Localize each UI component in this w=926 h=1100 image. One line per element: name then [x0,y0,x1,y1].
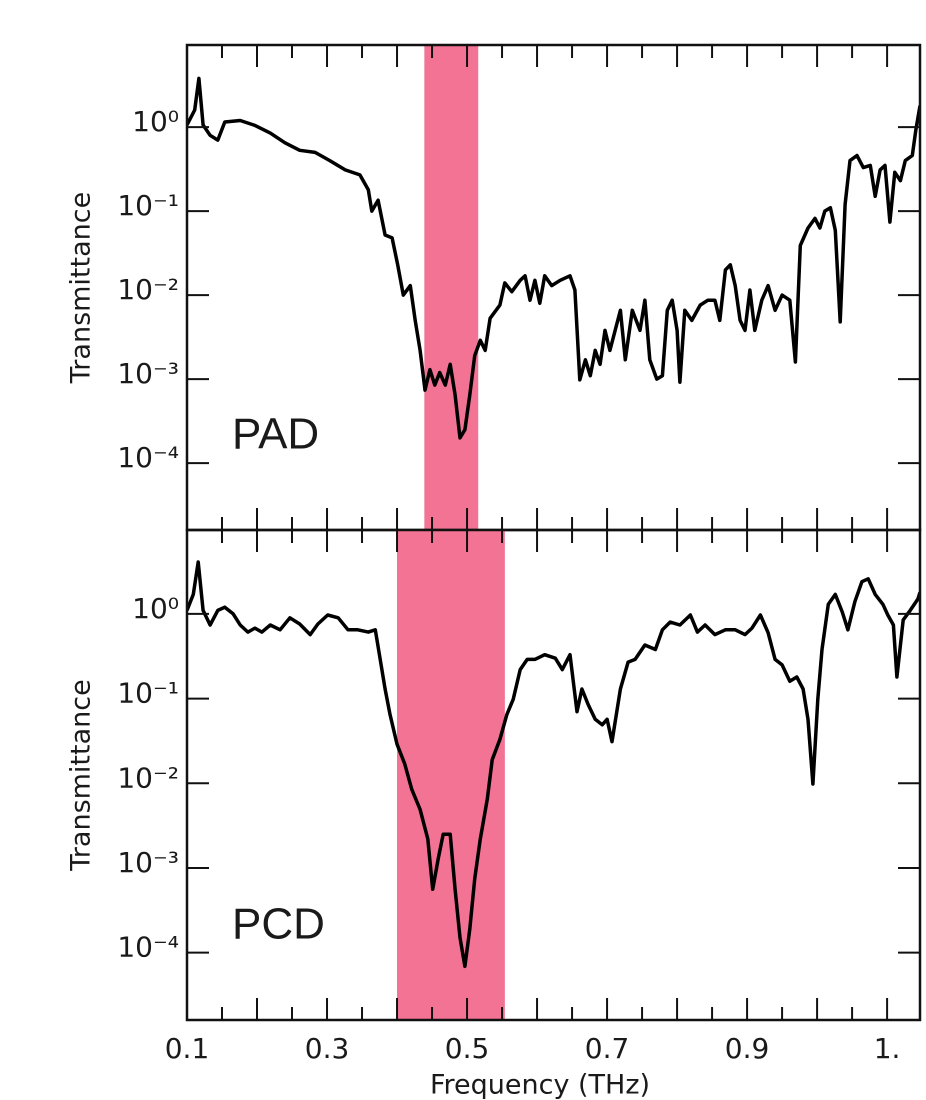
annotation: PCD [232,900,325,949]
x-tick-label: 0.9 [725,1032,770,1065]
x-tick-label: 1. [874,1032,901,1065]
y-tick-label: 10⁻³ [117,846,179,879]
y-tick-label: 10⁻⁴ [117,931,179,964]
plot-area [187,530,920,1020]
x-tick-label: 0.1 [165,1032,210,1065]
y-tick-label: 10⁻⁴ [117,441,179,474]
highlight-band [397,530,505,1020]
x-tick-label: 0.3 [305,1032,350,1065]
y-tick-label: 10⁻² [117,273,179,306]
x-tick-label: 0.7 [585,1032,630,1065]
x-axis-label: Frequency (THz) [430,1070,650,1100]
y-tick-label: 10⁻¹ [117,189,179,222]
annotation: PAD [232,410,319,459]
y-tick-label: 10⁻³ [117,357,179,390]
y-tick-label: 10⁰ [132,105,179,138]
y-tick-label: 10⁻² [117,761,179,794]
x-tick-label: 0.5 [445,1032,490,1065]
y-axis-label: Transmittance [66,192,97,384]
y-tick-label: 10⁻¹ [117,677,179,710]
data-line [187,76,920,440]
y-tick-label: 10⁰ [132,592,179,625]
highlight-band [424,45,479,530]
plot-area [187,45,920,530]
data-line [187,560,920,969]
y-axis-label: Transmittance [66,679,97,871]
plot-frame [185,528,922,1022]
